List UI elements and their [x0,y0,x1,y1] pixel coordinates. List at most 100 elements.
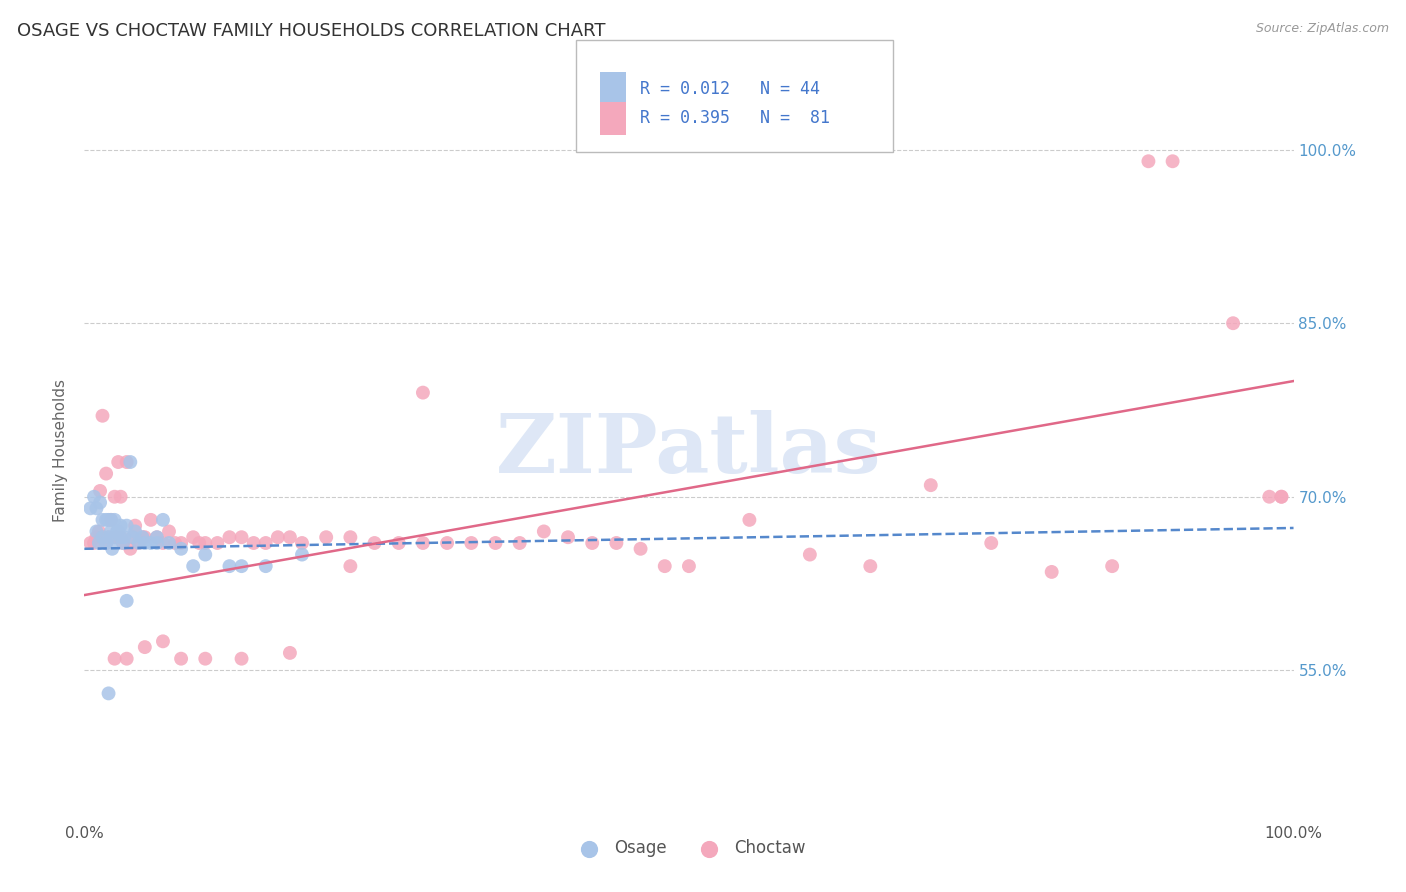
Point [110,490,132,504]
Point [104,513,127,527]
Point [533,524,555,539]
Point [131,530,153,544]
Point [115,518,138,533]
Point [89,483,111,498]
Point [86,524,108,539]
Point [157,536,180,550]
Point [87,524,110,539]
Point [134,536,156,550]
Point [83,490,105,504]
Point [87,536,110,550]
Point [738,513,761,527]
Point [79,536,101,550]
Point [157,524,180,539]
Point [115,651,138,665]
Point [278,646,301,660]
Point [388,536,411,550]
Point [152,536,174,550]
Point [291,536,314,550]
Point [678,559,700,574]
Point [339,530,361,544]
Point [121,530,143,544]
Point [120,541,142,556]
Point [79,501,101,516]
Point [146,530,169,544]
Point [980,536,1002,550]
Legend: Osage, Choctaw: Osage, Choctaw [567,833,811,864]
Point [94,536,117,550]
Point [920,478,942,492]
Point [139,536,162,550]
Point [231,559,253,574]
Point [100,513,122,527]
Point [100,513,122,527]
Point [218,559,240,574]
Point [630,541,652,556]
Point [581,536,603,550]
Point [110,530,132,544]
Point [152,634,174,648]
Point [110,518,132,533]
Point [412,385,434,400]
Point [86,530,108,544]
Point [104,490,127,504]
Point [218,530,240,544]
Text: OSAGE VS CHOCTAW FAMILY HOUSEHOLDS CORRELATION CHART: OSAGE VS CHOCTAW FAMILY HOUSEHOLDS CORRE… [17,22,606,40]
Point [1222,316,1244,330]
Point [231,651,253,665]
Point [97,686,120,700]
Point [131,530,153,544]
Point [363,536,385,550]
Point [1040,565,1063,579]
Point [124,518,146,533]
Point [1161,154,1184,169]
Point [139,513,162,527]
Point [107,455,129,469]
Point [605,536,627,550]
Y-axis label: Family Households: Family Households [53,379,69,522]
Point [121,530,143,544]
Point [94,513,117,527]
Point [181,530,204,544]
Point [194,548,217,562]
Point [165,536,187,550]
Point [128,536,150,550]
Point [112,536,135,550]
Point [291,548,314,562]
Point [557,530,579,544]
Point [1270,490,1292,504]
Point [101,541,124,556]
Point [181,559,204,574]
Point [859,559,882,574]
Point [91,513,114,527]
Point [112,536,135,550]
Point [94,536,117,550]
Point [146,536,169,550]
Point [254,559,277,574]
Point [97,530,120,544]
Point [654,559,676,574]
Point [146,530,169,544]
Text: Source: ZipAtlas.com: Source: ZipAtlas.com [1256,22,1389,36]
Point [112,530,135,544]
Point [115,594,138,608]
Point [509,536,531,550]
Point [134,640,156,654]
Point [152,513,174,527]
Point [315,530,337,544]
Point [97,513,120,527]
Point [1137,154,1160,169]
Point [89,495,111,509]
Point [105,530,128,544]
Point [170,536,193,550]
Point [231,530,253,544]
Point [207,536,229,550]
Point [97,530,120,544]
Point [170,541,193,556]
Point [120,455,142,469]
Point [100,524,122,539]
Point [91,530,114,544]
Text: ZIPatlas: ZIPatlas [496,410,882,491]
Point [110,530,132,544]
Point [134,530,156,544]
